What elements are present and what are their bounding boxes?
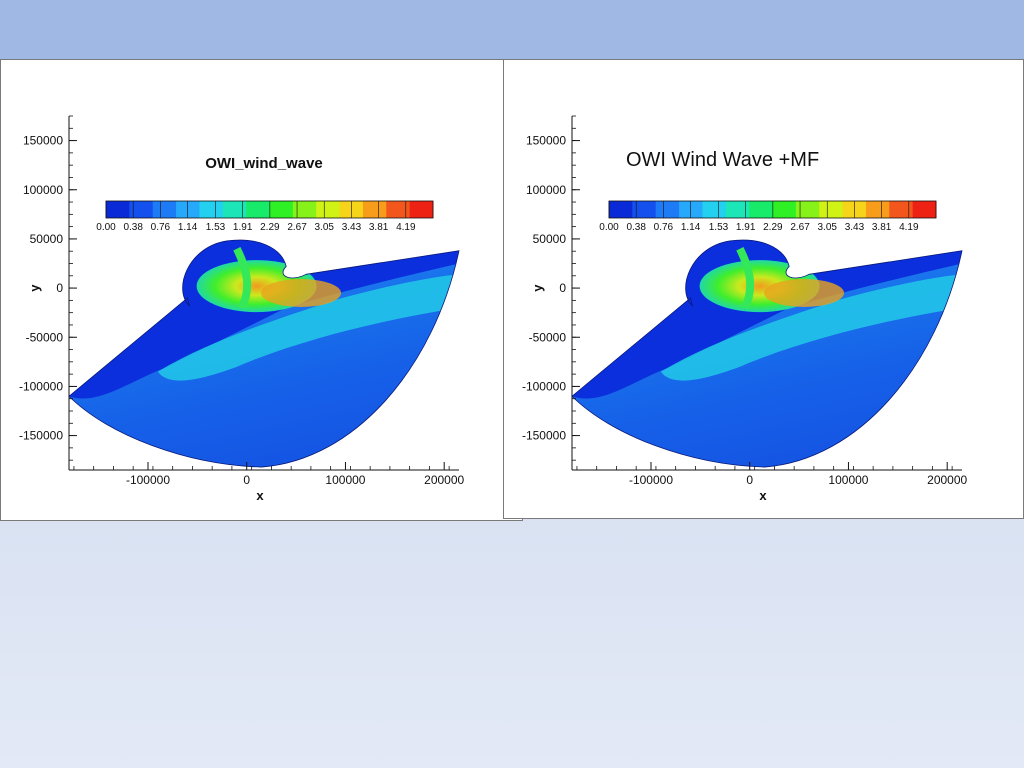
y-tick-label: 100000 bbox=[23, 183, 63, 197]
colorbar-swatch bbox=[269, 201, 294, 218]
y-axis-label: y bbox=[27, 284, 42, 292]
y-tick-label: 50000 bbox=[30, 232, 64, 246]
y-tick-label: 100000 bbox=[526, 183, 566, 197]
colorbar-swatch bbox=[795, 201, 820, 218]
y-tick-label: 150000 bbox=[23, 134, 63, 148]
colorbar-swatch bbox=[655, 201, 680, 218]
colorbar-swatch bbox=[222, 201, 247, 218]
bay-peak-region bbox=[764, 279, 845, 307]
river-channel bbox=[233, 246, 252, 310]
colorbar-tick-label: 0.76 bbox=[151, 222, 171, 233]
domain-outline bbox=[68, 239, 460, 468]
colorbar-swatch bbox=[819, 201, 844, 218]
x-tick-label: 200000 bbox=[424, 473, 464, 487]
colorbar-swatch bbox=[609, 201, 633, 218]
colorbar-swatch bbox=[362, 201, 387, 218]
colorbar-tick-label: 3.43 bbox=[845, 222, 865, 233]
colorbar-tick-label: 1.53 bbox=[206, 222, 226, 233]
colorbar-tick-label: 0.00 bbox=[96, 222, 116, 233]
colorbar-tick-label: 4.19 bbox=[396, 222, 416, 233]
colorbar-tick-label: 1.14 bbox=[178, 222, 198, 233]
colorbar-swatch bbox=[679, 201, 703, 218]
colorbar-swatch bbox=[176, 201, 200, 218]
x-tick-label: -100000 bbox=[629, 473, 673, 487]
nearshore-band bbox=[660, 274, 962, 381]
colorbar-tick-label: 2.29 bbox=[260, 222, 280, 233]
y-axis-label: y bbox=[530, 284, 545, 292]
colorbar-swatch bbox=[725, 201, 750, 218]
colorbar-tick-label: 1.14 bbox=[681, 222, 701, 233]
x-tick-label: 200000 bbox=[927, 473, 967, 487]
x-tick-label: 100000 bbox=[325, 473, 365, 487]
y-tick-label: 50000 bbox=[533, 232, 567, 246]
slide-top-band bbox=[0, 0, 1024, 60]
y-tick-label: -150000 bbox=[19, 429, 63, 443]
colorbar-tick-label: 0.76 bbox=[654, 222, 674, 233]
colorbar-swatch bbox=[409, 201, 434, 218]
colorbar-swatch bbox=[386, 201, 411, 218]
colorbar-tick-label: 2.67 bbox=[287, 222, 307, 233]
bay-peak-region bbox=[261, 279, 342, 307]
colorbar-tick-label: 2.29 bbox=[763, 222, 783, 233]
colorbar-tick-label: 3.05 bbox=[818, 222, 838, 233]
nearshore-band bbox=[157, 274, 459, 381]
colorbar-tick-label: 1.53 bbox=[709, 222, 729, 233]
x-axis-label: x bbox=[759, 488, 767, 503]
left-contour-plot: 150000 100000 50000 0 -50000 -100000 -150000 -1… bbox=[19, 115, 465, 503]
x-tick-label: 100000 bbox=[828, 473, 868, 487]
left-plot-panel: 150000 100000 50000 0 -50000 -100000 -150000 -1… bbox=[0, 59, 523, 521]
x-tick-label: -100000 bbox=[126, 473, 170, 487]
right-contour-plot: 150000 100000 50000 0 -50000 -100000 -150000 -1… bbox=[522, 115, 968, 503]
colorbar-swatch bbox=[702, 201, 727, 218]
y-tick-label: -150000 bbox=[522, 429, 566, 443]
x-axis-label: x bbox=[256, 488, 264, 503]
colorbar-tick-label: 3.81 bbox=[872, 222, 892, 233]
domain-outline bbox=[571, 239, 963, 468]
colorbar-tick-label: 0.38 bbox=[626, 222, 646, 233]
wave-height-field bbox=[572, 240, 962, 468]
colorbar-swatch bbox=[199, 201, 224, 218]
colorbar-swatch bbox=[106, 201, 130, 218]
colorbar-tick-label: 1.91 bbox=[736, 222, 756, 233]
right-plot-panel: 150000 100000 50000 0 -50000 -100000 -150000 -1… bbox=[503, 59, 1024, 519]
chart-title: OWI_wind_wave bbox=[205, 155, 323, 172]
y-tick-label: -100000 bbox=[19, 379, 63, 393]
colorbar-tick-label: 1.91 bbox=[233, 222, 253, 233]
colorbar-swatch bbox=[246, 201, 270, 218]
colorbar-tick-label: 3.81 bbox=[369, 222, 389, 233]
colorbar-tick-label: 0.38 bbox=[123, 222, 143, 233]
colorbar-swatch bbox=[889, 201, 914, 218]
colorbar-tick-label: 3.43 bbox=[342, 222, 362, 233]
colorbar-swatch bbox=[912, 201, 937, 218]
colorbar-swatch bbox=[632, 201, 657, 218]
river-channel bbox=[736, 246, 755, 310]
colorbar-tick-label: 4.19 bbox=[899, 222, 919, 233]
y-tick-label: 0 bbox=[559, 281, 566, 295]
y-tick-label: 150000 bbox=[526, 134, 566, 148]
colorbar-tick-label: 0.00 bbox=[599, 222, 619, 233]
x-tick-label: 0 bbox=[243, 473, 250, 487]
x-tick-label: 0 bbox=[746, 473, 753, 487]
y-tick-label: -100000 bbox=[522, 379, 566, 393]
y-tick-label: 0 bbox=[56, 281, 63, 295]
colorbar-swatch bbox=[865, 201, 890, 218]
colorbar-swatch bbox=[292, 201, 317, 218]
colorbar-swatch bbox=[316, 201, 341, 218]
y-tick-label: -50000 bbox=[529, 330, 567, 344]
colorbar-swatch bbox=[129, 201, 154, 218]
wave-height-field bbox=[69, 240, 459, 468]
colorbar-swatch bbox=[749, 201, 773, 218]
colorbar-tick-label: 2.67 bbox=[790, 222, 810, 233]
y-tick-label: -50000 bbox=[26, 330, 64, 344]
colorbar-tick-label: 3.05 bbox=[315, 222, 335, 233]
colorbar-swatch bbox=[772, 201, 797, 218]
colorbar-swatch bbox=[152, 201, 177, 218]
chart-title: OWI Wind Wave +MF bbox=[626, 149, 819, 171]
